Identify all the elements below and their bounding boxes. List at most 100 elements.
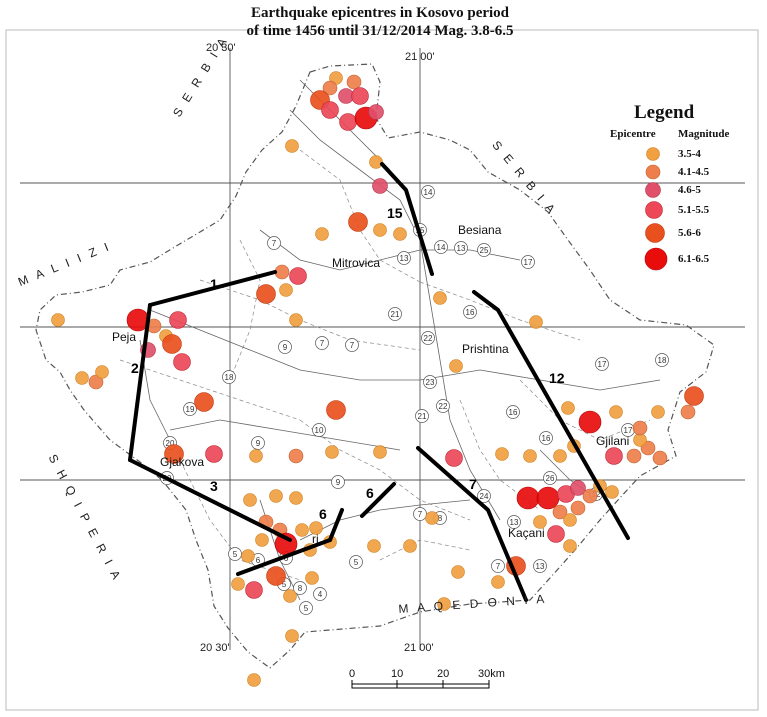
- city-gjilani: Gjilani: [596, 434, 630, 448]
- road-number-marker: 7: [315, 336, 329, 350]
- road-number-circle: [415, 409, 429, 423]
- legend-marker-4: [645, 201, 663, 219]
- legend-label-6: 6.1-6.5: [678, 253, 710, 265]
- road-number-circle: [477, 243, 491, 257]
- epicentre-marker: [256, 284, 276, 304]
- scale-tick-10: 10: [391, 668, 404, 680]
- road-number-label: 20: [166, 439, 175, 448]
- epicentre-marker: [563, 513, 577, 527]
- fault-label-1: 1: [210, 276, 218, 292]
- epicentre-marker: [289, 491, 303, 505]
- road-number-marker: 5: [299, 601, 313, 615]
- road-number-label: 10: [315, 426, 324, 435]
- road-number-label: 7: [418, 510, 423, 519]
- map-frame: [5, 29, 759, 711]
- road-number-circle: [533, 559, 547, 573]
- epicentre-marker: [51, 313, 65, 327]
- road-number-marker: 13: [454, 241, 468, 255]
- road-number-circle: [388, 307, 402, 321]
- road-number-marker: 9: [251, 436, 265, 450]
- road-number-label: 16: [542, 434, 551, 443]
- epicentre-marker: [231, 577, 245, 591]
- road-number-marker: 18: [655, 353, 669, 367]
- road-number-label: 22: [439, 402, 448, 411]
- road-number-label: 7: [272, 239, 277, 248]
- epicentre-marker: [373, 223, 387, 237]
- title-line-2: of time 1456 until 31/12/2014 Mag. 3.8-6…: [246, 23, 514, 39]
- epicentre-marker: [582, 488, 598, 504]
- epicentre-marker: [561, 401, 575, 415]
- road-number-label: 13: [510, 518, 519, 527]
- epicentre-marker: [680, 404, 696, 420]
- epicentre-marker: [325, 445, 339, 459]
- legend-marker-3: [645, 182, 661, 198]
- epicentre-marker: [632, 420, 648, 436]
- epicentre-marker: [563, 539, 577, 553]
- road-network: [139, 79, 661, 601]
- road-number-circle: [345, 338, 359, 352]
- road-number-label: 18: [658, 356, 667, 365]
- road-number-circle: [434, 240, 448, 254]
- epicentre-marker: [570, 500, 586, 516]
- road-number-marker: 26: [543, 471, 557, 485]
- road-number-circle: [413, 507, 427, 521]
- fault-lines: [128, 162, 630, 602]
- road-number-circle: [491, 559, 505, 573]
- epicentre-marker: [162, 334, 182, 354]
- map-title: Earthquake epicentres in Kosovo period o…: [160, 4, 600, 40]
- epicentre-marker: [283, 589, 297, 603]
- epicentre-marker: [289, 267, 307, 285]
- epicentre-marker: [315, 227, 329, 241]
- road-number-marker: 25: [477, 243, 491, 257]
- road-number-marker: 21: [388, 307, 402, 321]
- road-number-circle: [183, 402, 197, 416]
- road-number-label: 5: [304, 604, 309, 613]
- fault-7: [416, 446, 528, 602]
- road-number-marker: 9: [331, 475, 345, 489]
- road-number-label: 6: [284, 554, 289, 563]
- epicentre-marker: [348, 212, 368, 232]
- epicentre-marker: [626, 448, 642, 464]
- scale-tick-20: 20: [437, 668, 450, 680]
- road-number-marker: 5: [349, 555, 363, 569]
- road-number-label: 22: [424, 334, 433, 343]
- legend-magnitude-header: Magnitude: [678, 128, 730, 140]
- epicentre-marker: [368, 104, 384, 120]
- epicentre-marker: [289, 313, 303, 327]
- road-number-label: 5: [233, 550, 238, 559]
- epicentre-marker: [164, 444, 184, 464]
- road-number-circle: [313, 587, 327, 601]
- coord-top-left: 20 30': [206, 42, 236, 54]
- epicentre-marker: [433, 291, 447, 305]
- road-number-label: 24: [480, 492, 489, 501]
- epicentre-marker: [570, 480, 586, 496]
- road-number-circle: [293, 581, 307, 595]
- epicentre-marker: [651, 405, 665, 419]
- epicentre-marker: [491, 575, 505, 589]
- city-mitrovica: Mitrovica: [332, 256, 381, 270]
- fault-12: [472, 290, 630, 540]
- epicentre-marker: [652, 450, 668, 466]
- road-number-label: 14: [437, 243, 446, 252]
- fault-label-7: 7: [469, 476, 477, 492]
- legend-label-4: 5.1-5.5: [678, 204, 710, 216]
- epicentre-marker: [372, 178, 388, 194]
- epicentre-marker: [205, 445, 223, 463]
- epicentre-marker: [552, 504, 568, 520]
- epicentre-marker: [437, 597, 451, 611]
- epicentre-marker: [684, 386, 704, 406]
- road-number-label: 9: [256, 439, 261, 448]
- epicentre-marker: [245, 581, 263, 599]
- road-number-label: 9: [336, 478, 341, 487]
- road-number-circle: [222, 370, 236, 384]
- road-number-marker: 10: [312, 423, 326, 437]
- epicentre-marker: [285, 139, 299, 153]
- road-number-circle: [436, 399, 450, 413]
- road-number-circle: [454, 241, 468, 255]
- road-number-circle: [228, 547, 242, 561]
- epicentre-marker: [241, 549, 255, 563]
- epicentre-marker: [326, 400, 346, 420]
- road-number-circle: [463, 305, 477, 319]
- coord-top-right: 21 00': [405, 51, 435, 63]
- fault-6a-tick: [328, 508, 344, 542]
